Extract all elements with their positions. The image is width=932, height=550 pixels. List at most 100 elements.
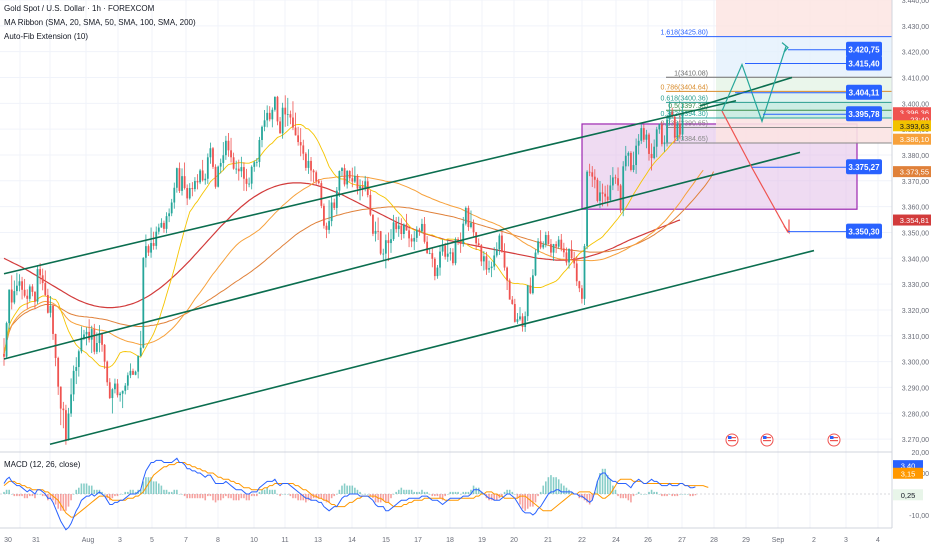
target-label[interactable]: 3.415,40 [846, 55, 882, 71]
candle-body [320, 183, 323, 206]
fib-level-label: 0.5(3397.33) [668, 103, 708, 110]
macd-tag[interactable]: 0,25 [893, 489, 923, 501]
macd-histogram-bar [287, 494, 289, 495]
us-flag-event-icon[interactable] [827, 433, 841, 447]
candle-body [565, 252, 568, 263]
price-tag[interactable]: 3.396,36 [893, 107, 931, 119]
candle-body [444, 245, 447, 257]
macd-histogram-bar [188, 494, 191, 499]
channel-lower-line[interactable] [49, 249, 815, 446]
economic-events[interactable] [725, 433, 841, 447]
candle-body [630, 152, 632, 170]
time-tick-label: 20 [510, 537, 518, 544]
candle-body [454, 239, 457, 264]
candle-body [289, 114, 292, 118]
macd-histogram-bar [542, 485, 545, 494]
macd-histogram-bar [36, 494, 39, 495]
macd-histogram-bar [307, 494, 310, 501]
fib-level-label: 0.618(3400.36) [661, 95, 708, 102]
candle-body [637, 140, 640, 146]
candle-body [472, 222, 475, 233]
macd-tag[interactable]: 3,15 [893, 467, 923, 479]
candle-body [356, 175, 359, 189]
price-tag[interactable]: 3.393,63 [893, 120, 931, 132]
candle-body [147, 246, 150, 253]
ma100-line [3, 171, 714, 355]
candle-body [400, 225, 403, 235]
auto-fib-legend[interactable]: Auto-Fib Extension (10) [4, 32, 89, 41]
price-tag[interactable]: 23:40 [893, 113, 931, 125]
macd-tag[interactable]: 3,40 [893, 460, 923, 472]
macd-histogram-bar [462, 491, 465, 494]
candle-body [591, 172, 594, 177]
macd-histogram-bar [475, 487, 477, 494]
channel-middle-line[interactable] [3, 151, 801, 360]
macd-histogram-bar [519, 494, 521, 505]
target-label[interactable]: 3.350,30 [846, 223, 882, 239]
candle-body [537, 241, 539, 253]
macd-histogram-bar [219, 494, 222, 501]
us-flag-event-icon[interactable] [760, 433, 774, 447]
projection-paths[interactable]: 3.420,75 3.415,40 3.404,11 3.395,78 3.375,27… [721, 41, 882, 239]
candle-body [663, 142, 666, 145]
ma-ribbon-legend[interactable]: MA Ribbon (SMA, 20, SMA, 50, SMA, 100, S… [4, 18, 196, 27]
time-axis[interactable]: 30 31 Aug 3 5 7 8 10 11 13 14 15 17 18 19 20 21 22 24 26 27 2… [4, 537, 880, 544]
macd-histogram-bar [532, 494, 534, 507]
trend-channel[interactable] [3, 76, 815, 446]
candle-body [681, 112, 684, 135]
macd-histogram-bar [622, 494, 624, 499]
target-label[interactable]: 3.375,27 [846, 159, 882, 175]
macd-histogram-bar [614, 489, 617, 494]
candle-body [679, 123, 681, 135]
candle-body [196, 181, 199, 183]
macd-histogram-bar [653, 491, 655, 494]
candle-body [297, 135, 300, 143]
price-axis-bg [892, 0, 932, 550]
candle-body [49, 305, 52, 313]
target-label[interactable]: 3.420,75 [846, 41, 882, 57]
candle-body [62, 408, 65, 411]
macd-histogram-bar [452, 491, 454, 494]
candle-body [596, 179, 599, 201]
price-axis[interactable]: 3.440,00 3.430,00 3.420,00 3.410,00 3.400,00… [891, 0, 932, 550]
candle-body [557, 239, 560, 247]
candle-body [627, 152, 630, 156]
candle-body [555, 244, 558, 247]
macd-histogram-bar [666, 494, 668, 497]
macd-histogram-bar [328, 494, 330, 503]
candle-body [578, 281, 581, 289]
symbol-title[interactable]: Gold Spot / U.S. Dollar · 1h · FOREXCOM [4, 4, 155, 13]
price-tag[interactable]: 3.354,81 [893, 214, 931, 226]
candle-body [67, 413, 70, 440]
macd-legend[interactable]: MACD (12, 26, close) [4, 460, 81, 469]
macd-histogram-bar [560, 483, 563, 494]
candle-body [428, 253, 431, 254]
candle-body [614, 177, 617, 179]
channel-upper-ext[interactable] [699, 76, 793, 107]
candle-body [250, 166, 253, 184]
price-tag[interactable]: 3.386,10 [893, 133, 931, 145]
candle-body [175, 168, 178, 188]
candle-body [560, 239, 563, 249]
macd-histogram-bar [387, 494, 390, 503]
macd-histogram-bar [348, 485, 351, 494]
macd-histogram-bar [65, 494, 67, 511]
candle-body [199, 170, 201, 183]
price-tag[interactable]: 3.373,55 [893, 166, 931, 178]
candle-body [142, 257, 145, 348]
target-label[interactable]: 3.404,11 [846, 84, 882, 100]
candle-body [83, 334, 85, 338]
macd-histogram-bar [648, 491, 650, 494]
candle-body [526, 285, 529, 317]
target-label[interactable]: 3.395,78 [846, 106, 882, 122]
fib-level-label: 0.786(3404.64) [661, 84, 708, 91]
candle-body [240, 167, 243, 172]
us-flag-event-icon[interactable] [725, 433, 739, 447]
macd-histogram-bar [299, 494, 302, 501]
bearish-projection-path[interactable] [721, 110, 789, 233]
macd-histogram-bar [132, 489, 134, 494]
candle-body [126, 375, 129, 386]
channel-upper-line[interactable] [3, 99, 737, 275]
macd-histogram-bar [366, 494, 369, 495]
